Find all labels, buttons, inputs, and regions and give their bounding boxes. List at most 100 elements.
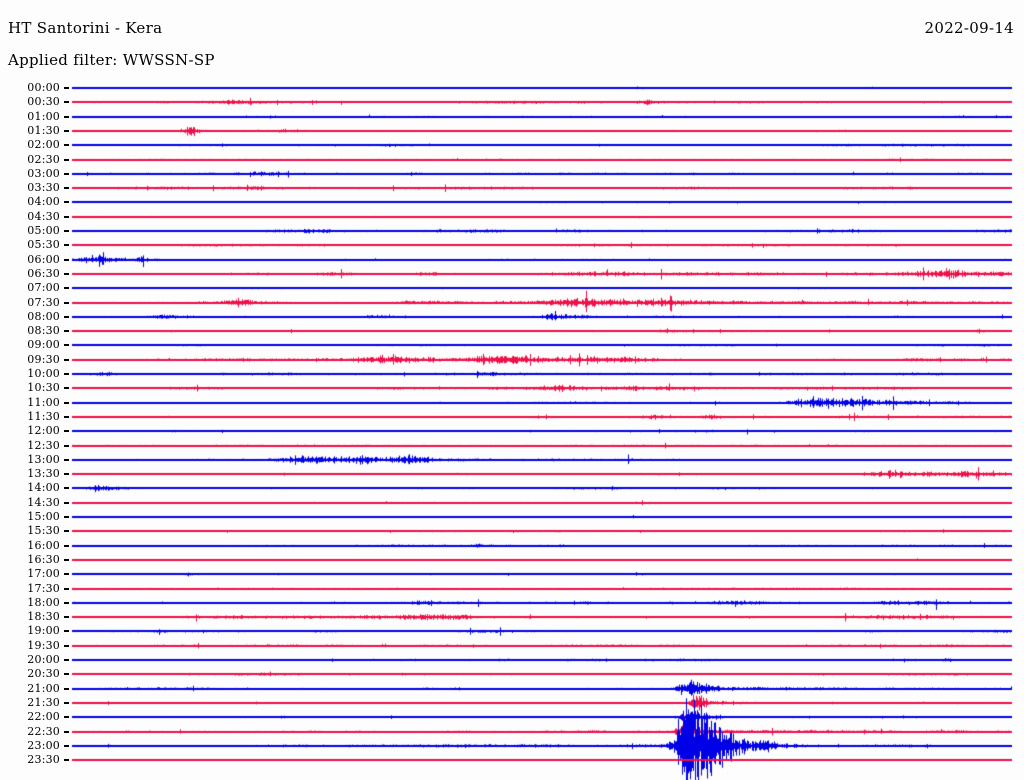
time-label: 21:00 — [27, 681, 60, 695]
time-axis-tick — [64, 244, 69, 247]
time-label: 16:30 — [27, 552, 60, 566]
time-axis-tick — [64, 358, 69, 361]
time-label: 14:00 — [27, 481, 60, 495]
time-axis-tick — [64, 687, 69, 690]
time-label: 13:30 — [27, 467, 60, 481]
time-axis-tick — [64, 501, 69, 504]
time-label: 00:00 — [27, 81, 60, 94]
time-axis-tick — [64, 401, 69, 404]
time-axis-tick — [64, 444, 69, 447]
time-label: 18:30 — [27, 610, 60, 624]
time-axis-tick — [64, 344, 69, 347]
time-axis-tick — [64, 301, 69, 304]
time-label: 18:00 — [27, 595, 60, 609]
time-label: 05:00 — [27, 224, 60, 237]
time-label: 03:30 — [27, 181, 60, 195]
time-label: 11:30 — [27, 409, 60, 423]
time-axis-tick — [64, 101, 69, 104]
time-label: 08:00 — [27, 309, 60, 323]
time-axis-tick — [64, 759, 69, 762]
time-label: 12:00 — [27, 424, 60, 438]
time-label: 22:00 — [27, 710, 60, 724]
time-label: 20:30 — [27, 667, 60, 681]
time-axis-tick — [64, 644, 69, 647]
time-label: 14:30 — [27, 495, 60, 509]
time-axis-tick — [64, 387, 69, 390]
time-label: 20:00 — [27, 653, 60, 666]
time-label: 17:00 — [27, 567, 60, 581]
time-label: 02:30 — [27, 152, 60, 166]
time-axis-tick — [64, 744, 69, 747]
seismogram-traces-canvas — [0, 78, 1024, 780]
time-label: 10:00 — [27, 367, 60, 380]
time-axis-tick — [64, 129, 69, 132]
time-label: 21:30 — [27, 695, 60, 709]
time-label: 07:00 — [27, 281, 60, 295]
time-axis-tick — [64, 115, 69, 118]
time-axis-tick — [64, 287, 69, 290]
time-axis-tick — [64, 215, 69, 218]
time-axis-tick — [64, 558, 69, 561]
time-axis-tick — [64, 430, 69, 433]
time-axis-tick — [64, 701, 69, 704]
time-label: 19:00 — [27, 624, 60, 638]
time-label: 04:30 — [27, 209, 60, 223]
time-axis-tick — [64, 630, 69, 633]
time-label: 23:00 — [27, 738, 60, 752]
time-axis-tick — [64, 516, 69, 518]
time-label: 09:30 — [27, 352, 60, 366]
time-label: 03:00 — [27, 166, 60, 180]
time-axis-tick — [64, 373, 69, 375]
time-label: 00:30 — [27, 95, 60, 109]
time-label: 01:30 — [27, 123, 60, 137]
time-axis-tick — [64, 230, 69, 232]
time-axis-tick — [64, 201, 69, 204]
time-axis-tick — [64, 487, 69, 490]
time-label: 23:30 — [27, 753, 60, 767]
time-label: 06:30 — [27, 266, 60, 280]
time-label: 17:30 — [27, 581, 60, 595]
time-label: 04:00 — [27, 195, 60, 209]
time-axis-tick — [64, 573, 69, 576]
seismogram-plot-area: 00:00 00:30 01:00 01:30 02:00 02:30 03:00 03:30… — [0, 78, 1024, 780]
time-label: 06:00 — [27, 252, 60, 266]
time-label: 12:30 — [27, 438, 60, 452]
time-axis-tick — [64, 659, 69, 661]
time-label: 16:00 — [27, 538, 60, 552]
time-axis-tick — [64, 144, 69, 147]
time-label: 09:00 — [27, 338, 60, 352]
time-label: 19:30 — [27, 638, 60, 652]
time-axis-tick — [64, 473, 69, 476]
time-axis-tick — [64, 272, 69, 275]
time-axis-tick — [64, 458, 69, 461]
time-label: 02:00 — [27, 138, 60, 152]
time-axis-tick — [64, 587, 69, 590]
time-axis-tick — [64, 673, 69, 676]
time-axis-tick — [64, 530, 69, 533]
time-label: 05:30 — [27, 238, 60, 252]
time-label: 11:00 — [27, 395, 60, 409]
time-axis-tick — [64, 315, 69, 318]
applied-filter-label: Applied filter: WWSSN-SP — [8, 51, 215, 69]
time-axis-tick — [64, 415, 69, 418]
time-label: 15:30 — [27, 524, 60, 538]
time-axis-tick — [64, 544, 69, 547]
time-axis-tick — [64, 158, 69, 161]
time-label: 15:00 — [27, 510, 60, 523]
time-label: 10:30 — [27, 381, 60, 395]
record-date: 2022-09-14 — [924, 19, 1014, 37]
time-label: 01:00 — [27, 109, 60, 123]
time-axis-tick — [64, 172, 69, 175]
time-axis-tick — [64, 258, 69, 261]
time-axis-tick — [64, 87, 69, 89]
time-axis-tick — [64, 730, 69, 733]
time-axis-tick — [64, 187, 69, 190]
time-axis-tick — [64, 716, 69, 719]
time-label: 07:30 — [27, 295, 60, 309]
time-axis-tick — [64, 601, 69, 604]
time-label: 08:30 — [27, 324, 60, 338]
time-label: 13:00 — [27, 452, 60, 466]
time-axis-tick — [64, 330, 69, 333]
time-axis-tick — [64, 616, 69, 619]
time-label: 22:30 — [27, 724, 60, 738]
